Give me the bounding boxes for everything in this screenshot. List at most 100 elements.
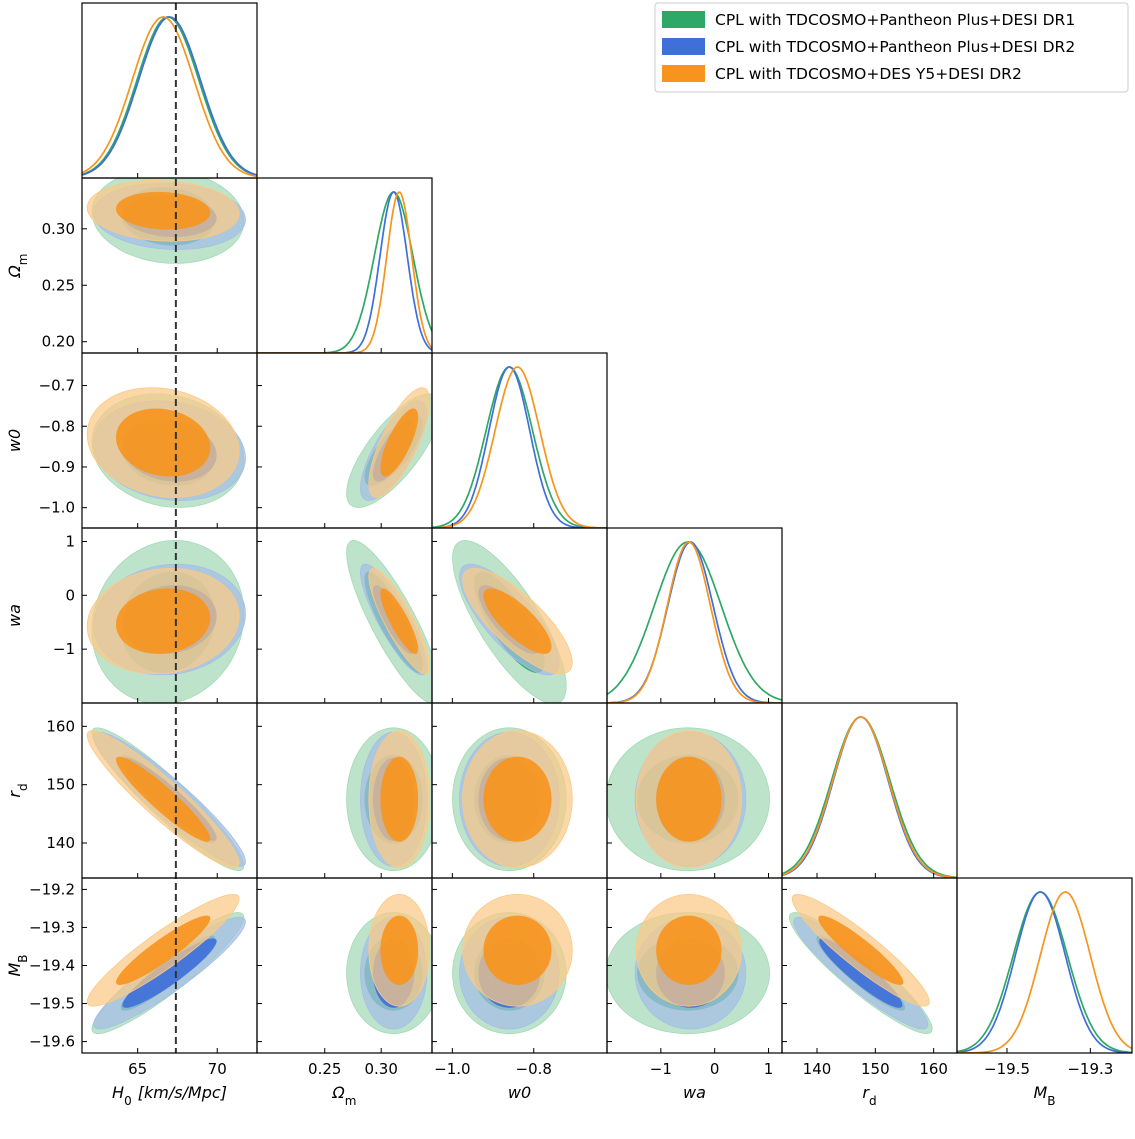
y-tick-label-w0: −0.9	[39, 458, 75, 476]
contour-panel-w0-MB	[452, 893, 573, 1035]
legend-swatch-2	[662, 65, 705, 82]
marginal-curve-series-0	[432, 366, 607, 528]
y-tick-label-MB: −19.5	[29, 995, 75, 1013]
contour-68-series-2	[116, 588, 211, 654]
marginal-panel-MB	[957, 891, 1132, 1053]
x-tick-label-w0: −1.0	[434, 1060, 470, 1078]
contour-68-series-2	[656, 915, 722, 985]
x-tick-label-rd: 160	[919, 1060, 948, 1078]
contour-panel-w0-wa	[452, 539, 573, 703]
panel-frame-layer	[81, 2, 1133, 1054]
contour-panel-rd-MB	[788, 893, 933, 1035]
y-tick-label-rd: 140	[46, 834, 75, 852]
y-tick-label-wa: −1	[53, 640, 75, 658]
x-tick-label-rd: 140	[803, 1060, 832, 1078]
contour-68-series-2	[818, 915, 904, 985]
contour-68-series-2	[380, 756, 419, 842]
contour-panel-Om-rd	[346, 727, 432, 872]
x-tick-label-MB: −19.3	[1067, 1060, 1113, 1078]
marginal-curve-series-0	[607, 541, 782, 701]
contour-panel-H0-wa	[86, 539, 246, 703]
contour-layer	[82, 3, 1132, 1053]
y-tick-label-w0: −1.0	[39, 499, 75, 517]
contour-panel-w0-rd	[452, 727, 573, 872]
x-tick-label-H0: 70	[208, 1060, 227, 1078]
marginal-curve-series-0	[82, 16, 257, 177]
y-tick-label-Om: 0.20	[42, 333, 75, 351]
marginal-curve-series-2	[782, 716, 957, 878]
legend-swatch-1	[662, 38, 705, 55]
x-tick-label-wa: 0	[710, 1060, 720, 1078]
x-axis-label-H0: H0 [km/s/Mpc]	[112, 1083, 227, 1108]
marginal-panel-H0	[82, 16, 257, 178]
contour-panel-H0-MB	[86, 893, 246, 1035]
y-tick-label-w0: −0.8	[39, 417, 75, 435]
y-tick-label-Om: 0.25	[42, 276, 75, 294]
y-tick-label-MB: −19.6	[29, 1033, 75, 1051]
legend: CPL with TDCOSMO+Pantheon Plus+DESI DR1 C…	[654, 2, 1129, 93]
contour-68-series-2	[116, 191, 211, 230]
x-axis-label-MB: MB	[1033, 1083, 1055, 1108]
legend-label-1: CPL with TDCOSMO+Pantheon Plus+DESI DR2	[715, 38, 1075, 56]
x-tick-label-Om: 0.25	[308, 1060, 341, 1078]
x-tick-label-w0: −0.8	[516, 1060, 552, 1078]
marginal-panel-Om	[257, 191, 432, 353]
marginal-curve-series-2	[82, 16, 257, 178]
contour-panel-Om-w0	[346, 387, 432, 508]
panel-frame-3-3	[606, 527, 783, 704]
marginal-curve-series-0	[957, 891, 1132, 1053]
y-tick-label-Om: 0.30	[42, 220, 75, 238]
y-axis-label-w0: w0	[5, 429, 24, 452]
x-tick-label-H0: 65	[128, 1060, 147, 1078]
marginal-curve-series-2	[607, 541, 782, 703]
x-axis-label-rd: rd	[862, 1083, 876, 1108]
contour-68-series-2	[483, 756, 552, 842]
legend-label-0: CPL with TDCOSMO+Pantheon Plus+DESI DR1	[715, 11, 1075, 29]
x-axis-label-wa: wa	[683, 1083, 706, 1102]
contour-panel-Om-MB	[346, 893, 432, 1035]
legend-box	[654, 2, 1129, 93]
marginal-panel-w0	[432, 366, 607, 528]
y-tick-label-MB: −19.4	[29, 957, 75, 975]
contour-68-series-2	[116, 756, 211, 842]
marginal-curve-series-2	[257, 191, 432, 353]
contour-68-series-2	[116, 915, 211, 985]
marginal-curve-series-2	[432, 366, 607, 528]
marginal-curve-series-1	[82, 16, 257, 176]
y-tick-label-rd: 160	[46, 717, 75, 735]
contour-68-series-2	[116, 408, 211, 477]
x-tick-label-wa: 1	[764, 1060, 774, 1078]
marginal-panel-rd	[782, 716, 957, 878]
y-tick-label-w0: −0.7	[39, 377, 75, 395]
y-tick-label-rd: 150	[46, 776, 75, 794]
contour-panel-H0-Om	[86, 178, 246, 264]
contour-68-series-2	[483, 915, 552, 985]
x-tick-label-MB: −19.5	[984, 1060, 1030, 1078]
contour-68-series-2	[380, 915, 419, 985]
axis-label-layer: H0 [km/s/Mpc] Ωm w0 wa rd MB Ωm w0 wa rd MB	[5, 254, 1056, 1108]
axis-tick-layer: 0.200.250.30−1.0−0.9−0.8−0.7−10114015016…	[29, 173, 1113, 1078]
y-tick-label-MB: −19.2	[29, 880, 75, 898]
contour-panel-wa-rd	[607, 727, 771, 872]
x-tick-label-wa: −1	[650, 1060, 672, 1078]
contour-68-series-2	[380, 588, 419, 654]
y-axis-label-Om: Ωm	[5, 254, 30, 279]
y-axis-label-wa: wa	[5, 604, 24, 627]
marginal-curve-series-0	[257, 191, 432, 353]
legend-label-2: CPL with TDCOSMO+DES Y5+DESI DR2	[715, 65, 1022, 83]
x-tick-label-rd: 150	[861, 1060, 890, 1078]
contour-68-series-2	[656, 756, 722, 842]
y-axis-label-MB: MB	[5, 954, 30, 976]
y-tick-label-wa: 1	[65, 532, 75, 550]
contour-68-series-2	[483, 588, 552, 654]
y-tick-label-wa: 0	[65, 586, 75, 604]
x-axis-label-Om: Ωm	[332, 1083, 357, 1108]
x-tick-label-Om: 0.30	[364, 1060, 397, 1078]
marginal-curve-series-1	[432, 366, 607, 528]
panel-frame-5-5	[956, 877, 1133, 1054]
marginal-curve-series-1	[607, 541, 782, 703]
marginal-curve-series-1	[957, 891, 1132, 1053]
contour-panel-H0-w0	[86, 387, 246, 508]
marginal-curve-series-1	[782, 716, 957, 878]
